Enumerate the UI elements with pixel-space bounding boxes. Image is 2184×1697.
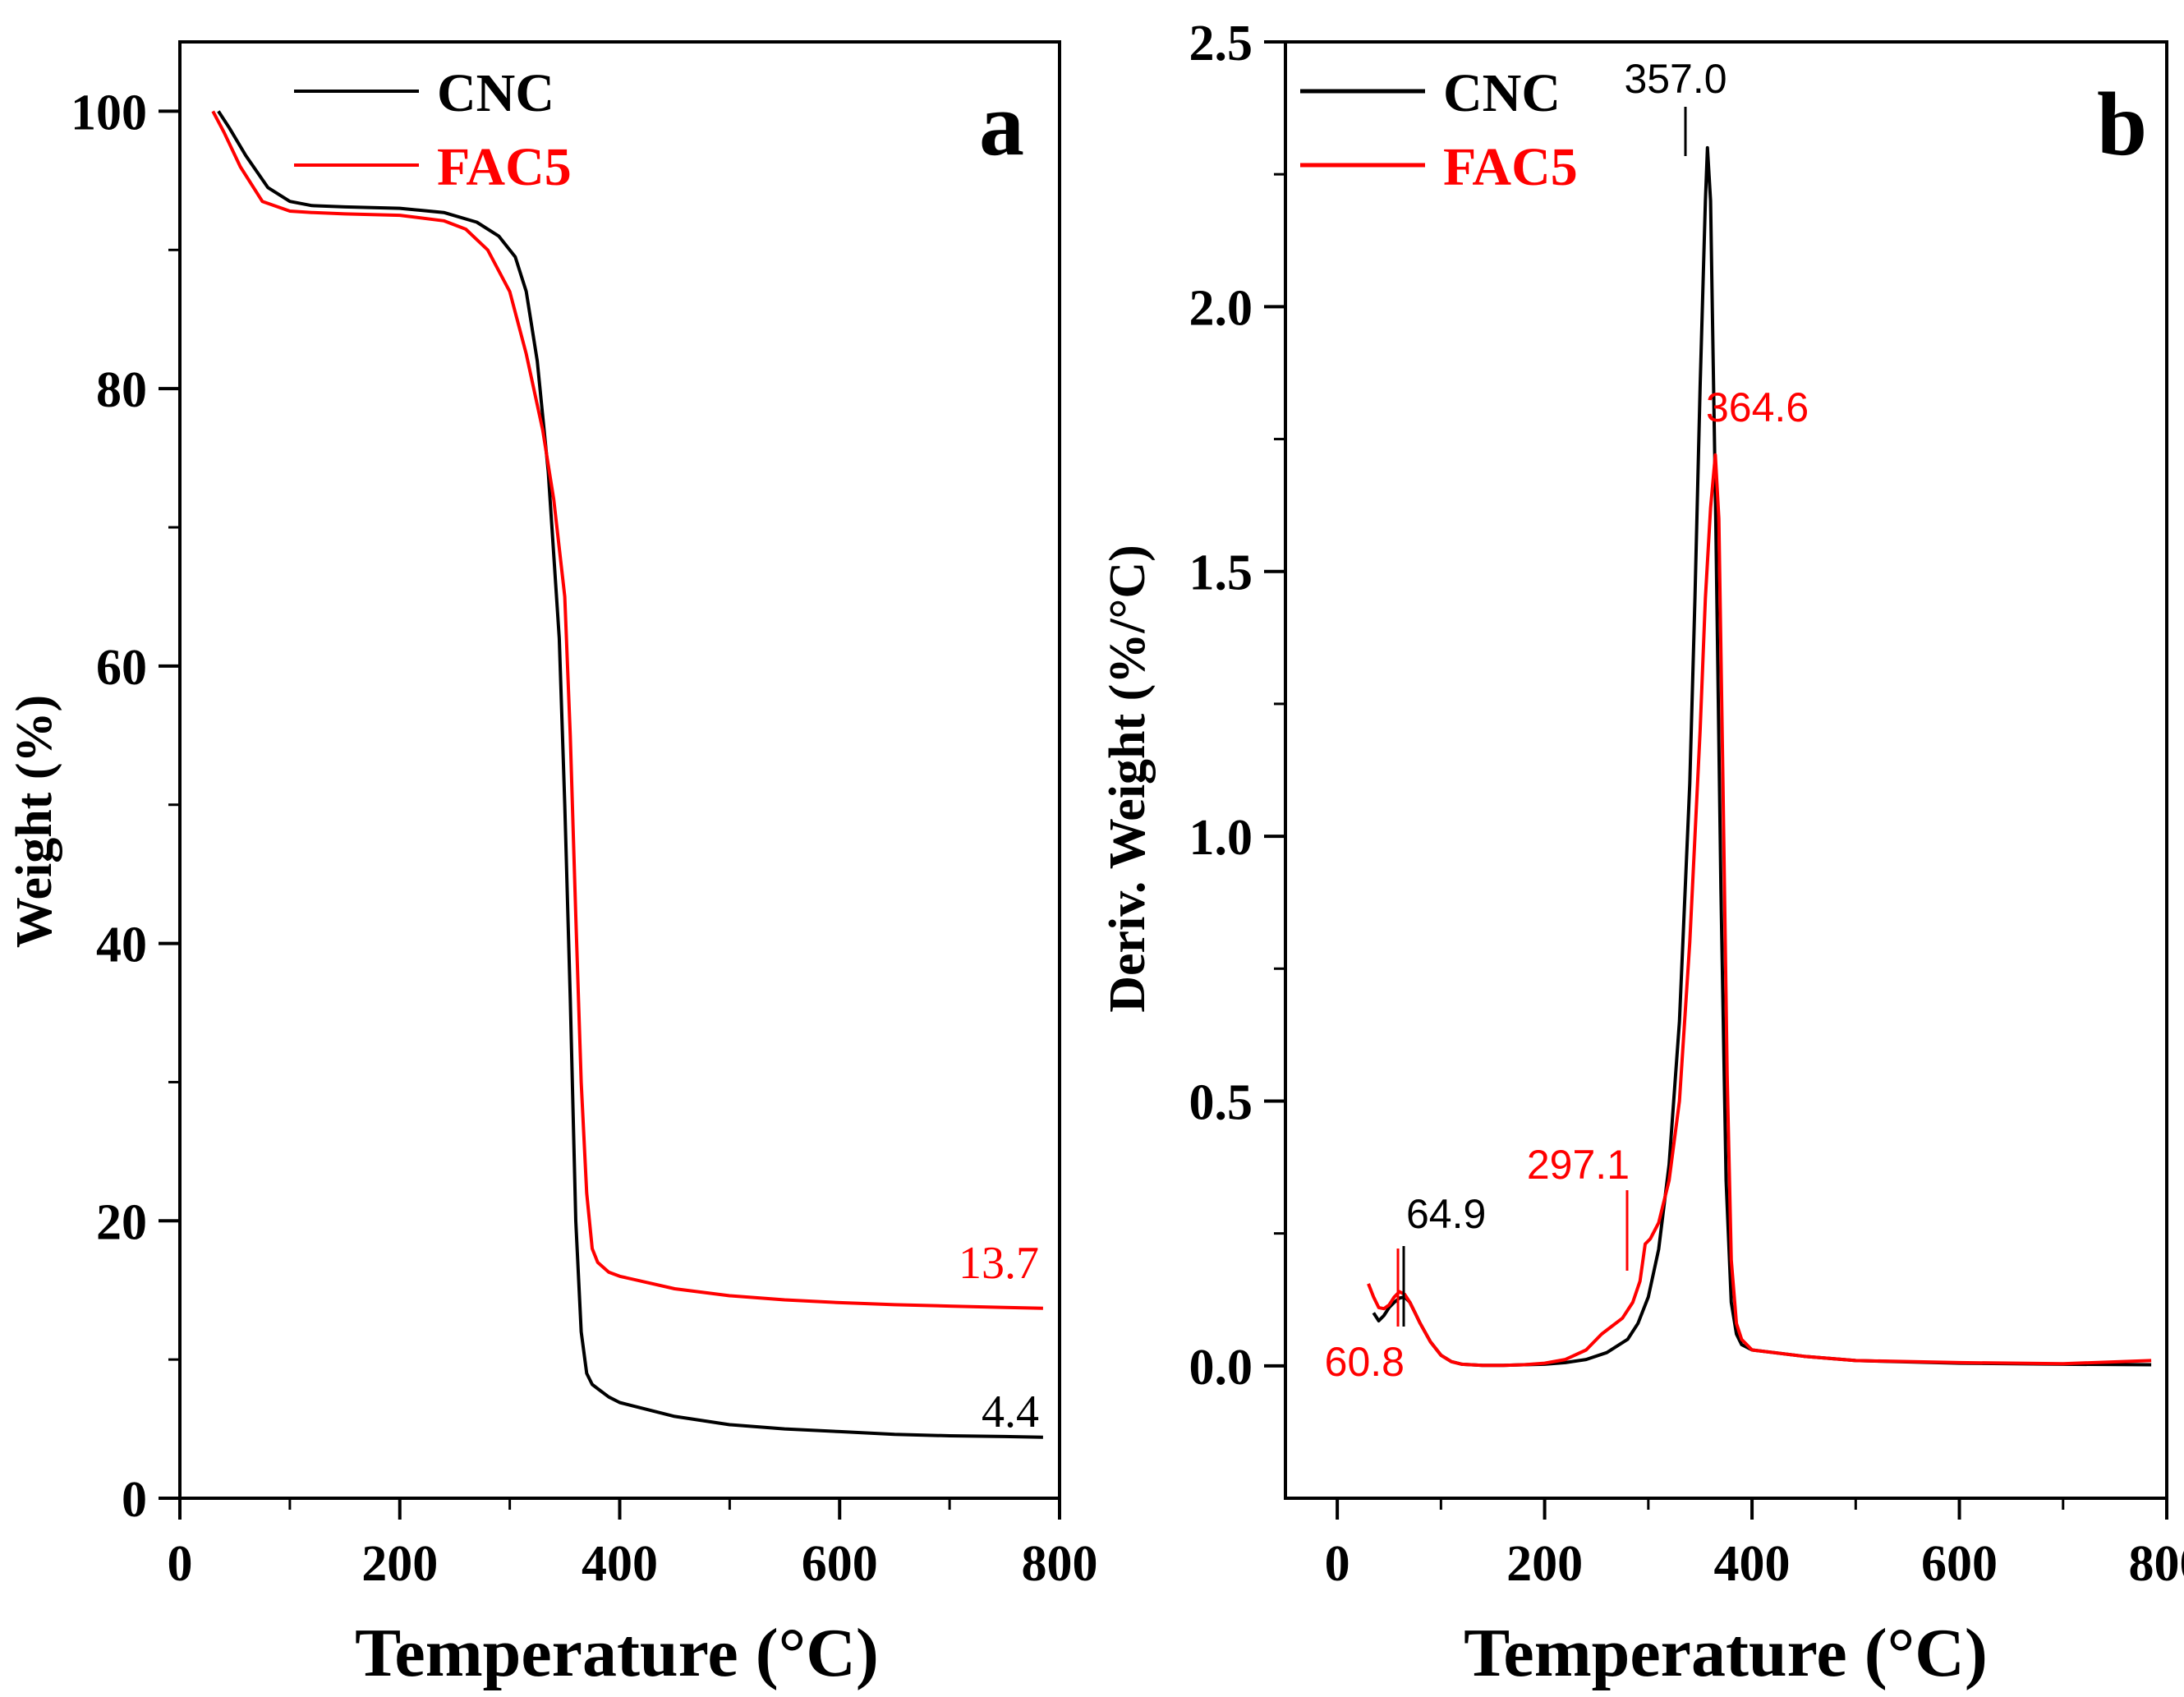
panel-a-x-axis-title: Temperature (°C) [355,1615,879,1691]
y-tick-label-a-20: 20 [96,1194,147,1250]
y-tick-label-a-40: 40 [96,917,147,973]
series-line-b-fac5 [1367,453,2152,1368]
panel-a-plot-frame [178,40,1061,1500]
y-tick-label-b-2.5: 2.5 [1189,16,1253,71]
y-tick-label-b-0.5: 0.5 [1189,1074,1253,1130]
x-tick-label-b-400: 400 [1714,1536,1791,1592]
x-tick-label-a-400: 400 [582,1536,658,1592]
legend-cnc-label: CNC [437,63,554,123]
y-tick-label-a-80: 80 [96,362,147,418]
panel-b: 0 200 400 600 800 0.0 0.5 1.0 1.5 2.0 2.5 CNC FAC5… [1100,16,2184,1691]
annotation-cnc-residue: 4.4 [982,1387,1039,1437]
x-tick-label-b-800: 800 [2129,1536,2184,1592]
legend-fac5-label-b: FAC5 [1443,137,1578,197]
x-tick-label-a-0: 0 [168,1536,193,1592]
annotation-peak-357: 357.0 [1624,56,1727,102]
y-tick-label-a-0: 0 [122,1472,147,1528]
series-line-b-cnc [1372,145,2152,1368]
legend-cnc-label-b: CNC [1443,63,1561,123]
legend-fac5-label: FAC5 [437,137,572,197]
panel-a-ticks: 0 200 400 600 800 0 20 40 60 80 100 [71,85,1098,1592]
panel-b-ticks: 0 200 400 600 800 0.0 0.5 1.0 1.5 2.0 2.5 [1189,16,2184,1592]
panel-b-letter: b [2097,74,2147,174]
panel-b-y-axis-title: Deriv. Weight (%/°C) [1100,545,1156,1013]
panel-b-plot-frame [1284,40,2168,1500]
annotation-peak-61: 60.8 [1325,1339,1405,1385]
annotation-fac5-residue: 13.7 [959,1238,1039,1289]
x-tick-label-a-200: 200 [361,1536,438,1592]
panel-a-letter: a [979,74,1024,174]
panel-b-annotations: 357.0 364.6 297.1 64.9 60.8 [1325,56,1809,1385]
y-tick-label-a-100: 100 [71,85,147,140]
x-tick-label-b-200: 200 [1506,1536,1583,1592]
x-tick-label-a-800: 800 [1022,1536,1098,1592]
annotation-peak-297: 297.1 [1527,1142,1630,1188]
x-tick-label-a-600: 600 [802,1536,878,1592]
panel-a: 0 200 400 600 800 0 20 40 60 80 100 CNC FAC5 a 13.… [7,40,1098,1691]
y-tick-label-b-1.5: 1.5 [1189,545,1253,601]
panel-a-series [211,110,1043,1439]
y-tick-label-b-2: 2.0 [1189,280,1253,336]
panel-a-y-axis-title: Weight (%) [7,695,62,948]
panel-b-series [1367,145,2152,1368]
series-line-a-fac5 [211,110,1043,1310]
panel-b-x-axis-title: Temperature (°C) [1464,1615,1988,1691]
x-tick-label-b-600: 600 [1921,1536,1998,1592]
y-tick-label-b-0: 0.0 [1189,1340,1253,1396]
annotation-peak-364: 364.6 [1706,384,1809,430]
y-tick-label-b-1: 1.0 [1189,810,1253,866]
annotation-peak-65: 64.9 [1406,1191,1486,1237]
x-tick-label-b-0: 0 [1325,1536,1350,1592]
series-line-a-cnc [217,110,1043,1439]
y-tick-label-a-60: 60 [96,640,147,696]
